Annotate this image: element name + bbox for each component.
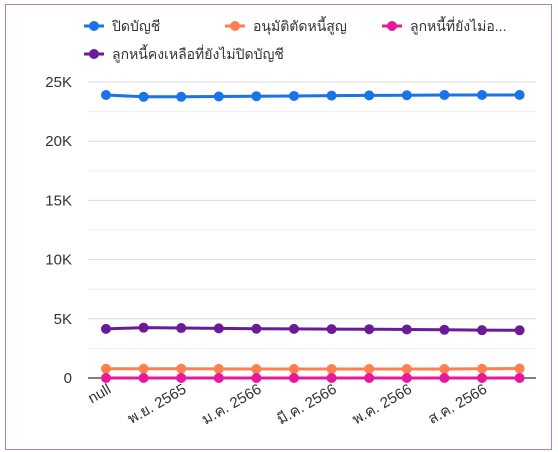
data-point[interactable] xyxy=(101,373,111,383)
data-point[interactable] xyxy=(364,90,375,101)
y-tick-label: 10K xyxy=(45,252,72,269)
data-point[interactable] xyxy=(213,373,224,383)
data-point[interactable] xyxy=(251,364,262,375)
legend-item-3[interactable]: ลูกหนี้คงเหลือที่ยังไม่ปิดบัญชี xyxy=(84,44,284,63)
data-point[interactable] xyxy=(364,324,375,335)
legend: ปิดบัญชี อนุมัติตัดหนี้สูญ ลูกหนี้ที่ยังไม… xyxy=(84,16,506,63)
data-point[interactable] xyxy=(251,373,262,383)
x-tick-label: ม.ค. 2566 xyxy=(199,381,264,429)
series-layer xyxy=(101,89,525,383)
data-point[interactable] xyxy=(101,323,111,334)
legend-item-0[interactable]: ปิดบัญชี xyxy=(84,18,160,34)
data-point[interactable] xyxy=(176,91,187,102)
data-point[interactable] xyxy=(514,363,525,374)
y-tick-label: 0 xyxy=(64,370,72,387)
legend-swatch-dot xyxy=(89,21,99,31)
data-point[interactable] xyxy=(138,322,149,333)
legend-swatch-dot xyxy=(387,21,397,31)
y-tick-label: 5K xyxy=(54,311,72,328)
data-point[interactable] xyxy=(477,373,487,383)
data-point[interactable] xyxy=(364,373,375,383)
x-tick-label: พ.ย. 2565 xyxy=(125,381,189,428)
legend-item-1[interactable]: อนุมัติตัดหนี้สูญ xyxy=(225,16,347,35)
data-point[interactable] xyxy=(439,373,450,383)
data-point[interactable] xyxy=(514,325,525,336)
x-axis: null พ.ย. 2565 ม.ค. 2566 มี.ค. 2566 พ.ค. 256… xyxy=(85,381,490,429)
series-3 xyxy=(101,322,525,336)
data-point[interactable] xyxy=(439,90,450,101)
data-point[interactable] xyxy=(326,324,337,335)
data-point[interactable] xyxy=(477,363,487,374)
data-point[interactable] xyxy=(326,90,337,101)
legend-label: ลูกหนี้ที่ยังไม่อ... xyxy=(410,16,506,35)
x-tick-label: มี.ค. 2566 xyxy=(274,381,339,429)
data-point[interactable] xyxy=(439,364,450,375)
data-point[interactable] xyxy=(289,323,299,334)
data-point[interactable] xyxy=(514,89,525,100)
data-point[interactable] xyxy=(251,323,262,334)
data-point[interactable] xyxy=(138,363,149,374)
series-2 xyxy=(101,373,525,383)
data-point[interactable] xyxy=(477,325,487,336)
data-point[interactable] xyxy=(138,91,149,102)
legend-label: ปิดบัญชี xyxy=(112,18,161,34)
data-point[interactable] xyxy=(213,363,224,374)
x-tick-label: ส.ค. 2566 xyxy=(425,381,490,428)
x-tick-label: null xyxy=(85,381,114,407)
legend-swatch-dot xyxy=(89,49,99,59)
data-point[interactable] xyxy=(176,323,187,334)
data-point[interactable] xyxy=(289,364,299,375)
series-1 xyxy=(101,363,525,375)
data-point[interactable] xyxy=(477,90,487,101)
y-tick-label: 20K xyxy=(45,133,72,150)
y-tick-label: 15K xyxy=(45,192,72,209)
chart-card xyxy=(5,4,552,450)
data-point[interactable] xyxy=(401,364,412,375)
data-point[interactable] xyxy=(176,363,187,374)
series-0 xyxy=(101,89,525,102)
data-point[interactable] xyxy=(138,373,149,383)
legend-item-2[interactable]: ลูกหนี้ที่ยังไม่อ... xyxy=(382,16,506,35)
legend-swatch-dot xyxy=(230,21,240,31)
data-point[interactable] xyxy=(514,373,525,383)
data-point[interactable] xyxy=(176,373,187,383)
y-axis: 0 5K 10K 15K 20K 25K xyxy=(45,74,72,387)
data-point[interactable] xyxy=(289,90,299,101)
legend-label: อนุมัติตัดหนี้สูญ xyxy=(253,16,347,35)
data-point[interactable] xyxy=(289,373,299,383)
data-point[interactable] xyxy=(101,90,111,101)
data-point[interactable] xyxy=(326,364,337,375)
gridlines xyxy=(88,81,536,379)
data-point[interactable] xyxy=(213,323,224,334)
data-point[interactable] xyxy=(401,324,412,335)
data-point[interactable] xyxy=(401,90,412,101)
data-point[interactable] xyxy=(439,324,450,335)
series-line xyxy=(105,93,520,99)
x-tick-label: พ.ค. 2566 xyxy=(349,381,414,429)
data-point[interactable] xyxy=(326,373,337,383)
legend-label: ลูกหนี้คงเหลือที่ยังไม่ปิดบัญชี xyxy=(112,44,284,63)
data-point[interactable] xyxy=(401,373,412,383)
series-line xyxy=(105,326,520,332)
data-point[interactable] xyxy=(101,363,111,374)
y-tick-label: 25K xyxy=(45,74,72,91)
data-point[interactable] xyxy=(213,91,224,102)
data-point[interactable] xyxy=(364,364,375,375)
data-point[interactable] xyxy=(251,91,262,102)
